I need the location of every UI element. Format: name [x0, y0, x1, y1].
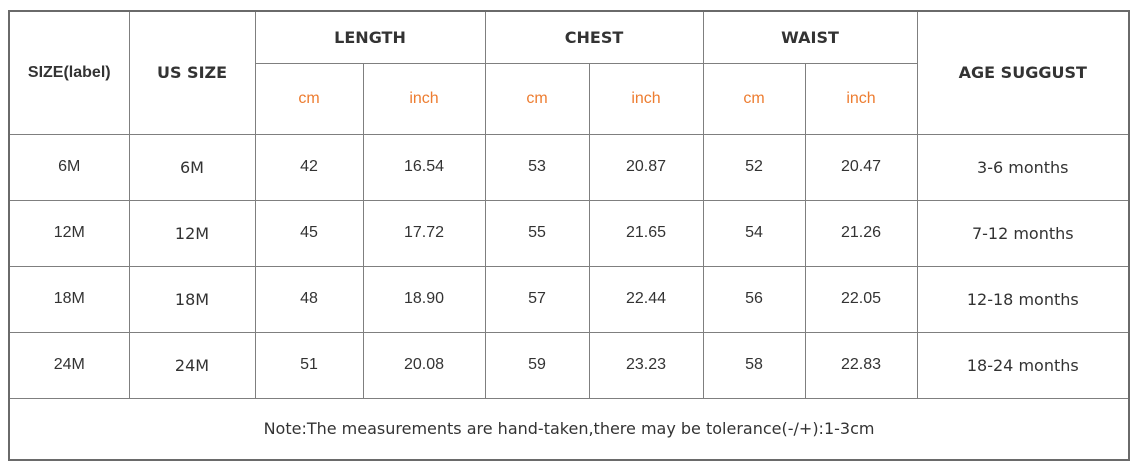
cell-chest-inch: 21.65 — [588, 199, 704, 267]
cell-chest-cm: 59 — [484, 331, 590, 399]
cell-length-cm: 51 — [254, 331, 364, 399]
cell-age: 3-6 months — [916, 133, 1130, 201]
header-row-groups: SIZE(label) US SIZE LENGTH CHEST WAIST A… — [8, 10, 1130, 135]
cell-us-size: 24M — [128, 331, 256, 399]
header-length: LENGTH — [254, 10, 486, 64]
cell-length-inch: 18.90 — [362, 265, 486, 333]
cell-us-size: 12M — [128, 199, 256, 267]
table-row: 6M 6M 42 16.54 53 20.87 52 20.47 3-6 mon… — [8, 133, 1130, 201]
cell-waist-cm: 56 — [702, 265, 806, 333]
unit-waist-inch: inch — [804, 62, 918, 135]
cell-length-inch: 20.08 — [362, 331, 486, 399]
unit-chest-cm: cm — [484, 62, 590, 135]
cell-size-label: 18M — [8, 265, 130, 333]
cell-length-inch: 17.72 — [362, 199, 486, 267]
cell-chest-cm: 57 — [484, 265, 590, 333]
cell-us-size: 6M — [128, 133, 256, 201]
cell-length-cm: 42 — [254, 133, 364, 201]
cell-waist-inch: 21.26 — [804, 199, 918, 267]
cell-waist-cm: 58 — [702, 331, 806, 399]
cell-length-cm: 45 — [254, 199, 364, 267]
unit-length-cm: cm — [254, 62, 364, 135]
cell-chest-cm: 53 — [484, 133, 590, 201]
cell-chest-inch: 22.44 — [588, 265, 704, 333]
cell-size-label: 12M — [8, 199, 130, 267]
header-us-size: US SIZE — [128, 10, 256, 135]
cell-length-cm: 48 — [254, 265, 364, 333]
table-row: 12M 12M 45 17.72 55 21.65 54 21.26 7-12 … — [8, 199, 1130, 267]
cell-waist-cm: 52 — [702, 133, 806, 201]
cell-size-label: 24M — [8, 331, 130, 399]
cell-waist-inch: 22.05 — [804, 265, 918, 333]
cell-waist-inch: 20.47 — [804, 133, 918, 201]
note-row: Note:The measurements are hand-taken,the… — [8, 397, 1130, 461]
table-row: 18M 18M 48 18.90 57 22.44 56 22.05 12-18… — [8, 265, 1130, 333]
unit-chest-inch: inch — [588, 62, 704, 135]
cell-waist-cm: 54 — [702, 199, 806, 267]
header-age-suggust: AGE SUGGUST — [916, 10, 1130, 135]
cell-chest-cm: 55 — [484, 199, 590, 267]
cell-age: 7-12 months — [916, 199, 1130, 267]
unit-waist-cm: cm — [702, 62, 806, 135]
cell-length-inch: 16.54 — [362, 133, 486, 201]
size-chart-container: SIZE(label) US SIZE LENGTH CHEST WAIST A… — [8, 10, 1131, 461]
cell-size-label: 6M — [8, 133, 130, 201]
note-text: Note:The measurements are hand-taken,the… — [8, 397, 1130, 461]
size-chart-table: SIZE(label) US SIZE LENGTH CHEST WAIST A… — [8, 10, 1131, 461]
cell-age: 18-24 months — [916, 331, 1130, 399]
table-row: 24M 24M 51 20.08 59 23.23 58 22.83 18-24… — [8, 331, 1130, 399]
cell-chest-inch: 20.87 — [588, 133, 704, 201]
cell-age: 12-18 months — [916, 265, 1130, 333]
header-chest: CHEST — [484, 10, 704, 64]
header-waist: WAIST — [702, 10, 918, 64]
header-row-units: cm inch cm inch cm inch — [9, 62, 1129, 135]
cell-chest-inch: 23.23 — [588, 331, 704, 399]
unit-length-inch: inch — [362, 62, 486, 135]
header-size-label: SIZE(label) — [8, 10, 130, 135]
cell-us-size: 18M — [128, 265, 256, 333]
cell-waist-inch: 22.83 — [804, 331, 918, 399]
